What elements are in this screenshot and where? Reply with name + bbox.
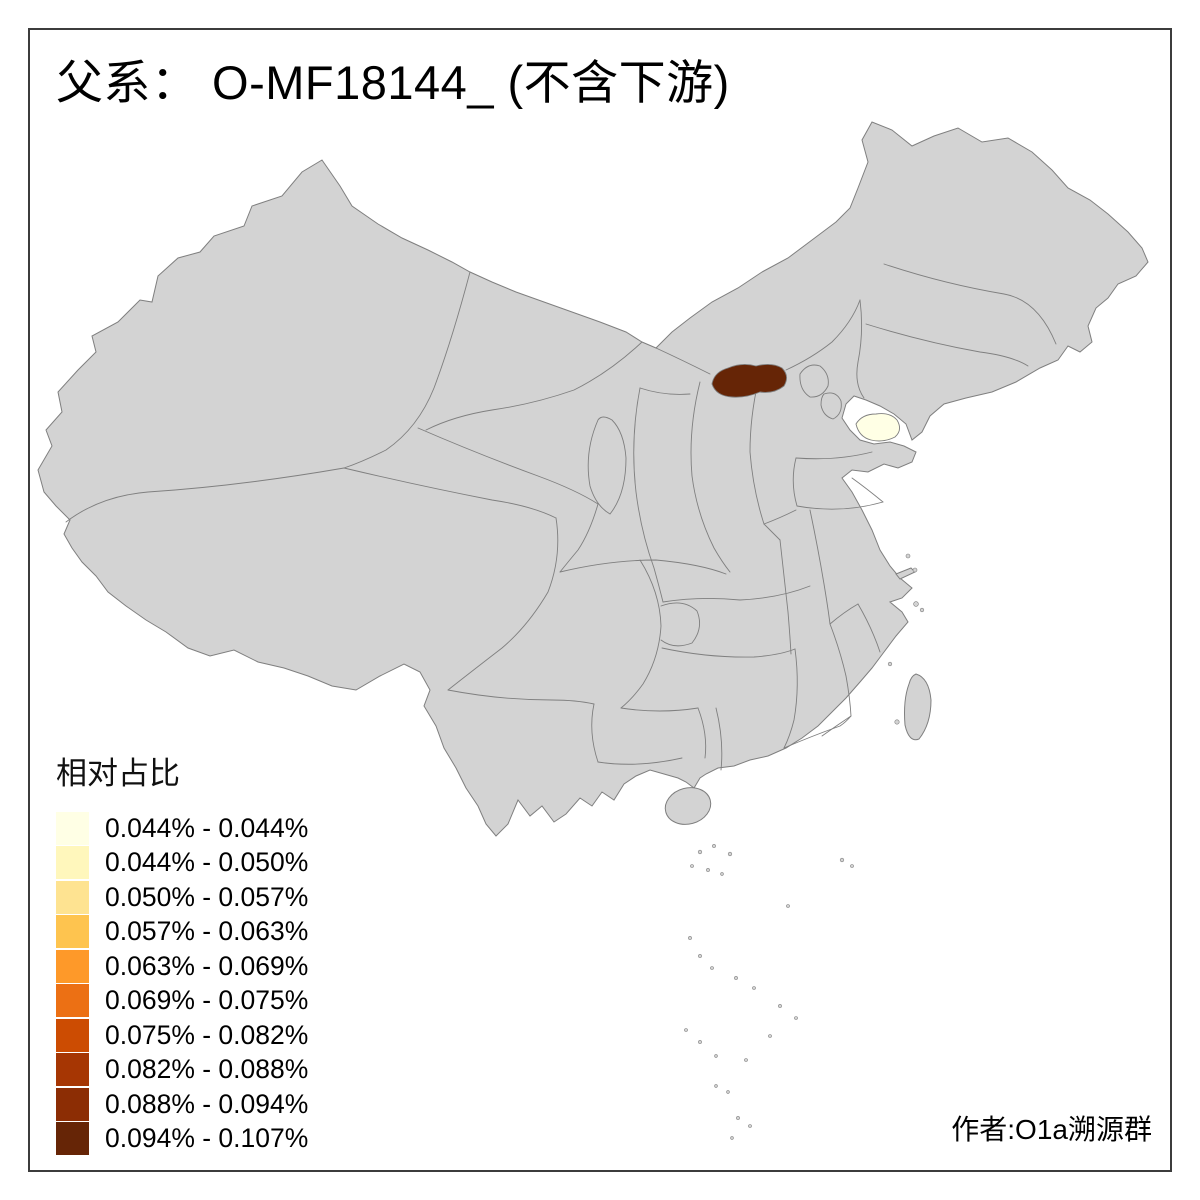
legend-row: 0.088% - 0.094% <box>56 1087 308 1122</box>
legend-label: 0.069% - 0.075% <box>105 985 309 1016</box>
hainan-island <box>664 787 712 825</box>
taiwan-island <box>904 673 932 741</box>
highest-value-region <box>711 363 787 398</box>
legend-swatch <box>56 984 89 1018</box>
legend-swatch <box>56 1018 89 1052</box>
legend-row: 0.082% - 0.088% <box>56 1053 308 1088</box>
legend-label: 0.063% - 0.069% <box>105 950 309 981</box>
legend-row: 0.057% - 0.063% <box>56 915 308 950</box>
author-credit: 作者:O1a溯源群 <box>951 1114 1152 1145</box>
legend-swatch <box>56 811 89 845</box>
legend-title: 相对占比 <box>56 756 180 791</box>
legend-swatch <box>56 949 89 983</box>
legend-swatch <box>56 915 89 949</box>
legend-swatch <box>56 1122 89 1156</box>
legend-label: 0.075% - 0.082% <box>105 1019 309 1050</box>
legend-row: 0.044% - 0.050% <box>56 846 308 881</box>
legend-swatch <box>56 1087 89 1121</box>
legend-row: 0.094% - 0.107% <box>56 1122 308 1157</box>
legend-swatch <box>56 1053 89 1087</box>
coastal-islands <box>887 553 925 725</box>
legend-row: 0.044% - 0.044% <box>56 811 308 846</box>
province-borders <box>65 263 1057 771</box>
legend-label: 0.082% - 0.088% <box>105 1054 309 1085</box>
legend-label: 0.050% - 0.057% <box>105 881 309 912</box>
legend-row: 0.050% - 0.057% <box>56 880 308 915</box>
legend-label: 0.044% - 0.044% <box>105 812 309 843</box>
lowest-value-region <box>855 413 900 442</box>
legend-label: 0.088% - 0.094% <box>105 1088 309 1119</box>
legend-label: 0.057% - 0.063% <box>105 916 309 947</box>
mainland-outline <box>37 121 1149 837</box>
legend-row: 0.069% - 0.075% <box>56 984 308 1019</box>
legend: 相对占比 0.044% - 0.044% 0.044% - 0.050% 0.0… <box>56 748 308 1156</box>
legend-swatch <box>56 846 89 880</box>
legend-row: 0.063% - 0.069% <box>56 949 308 984</box>
legend-label: 0.044% - 0.050% <box>105 847 309 878</box>
legend-label: 0.094% - 0.107% <box>105 1123 309 1154</box>
legend-swatch <box>56 880 89 914</box>
legend-row: 0.075% - 0.082% <box>56 1018 308 1053</box>
page-title: 父系： O-MF18144_ (不含下游) <box>56 56 730 109</box>
south-china-sea-islets <box>684 844 854 1140</box>
